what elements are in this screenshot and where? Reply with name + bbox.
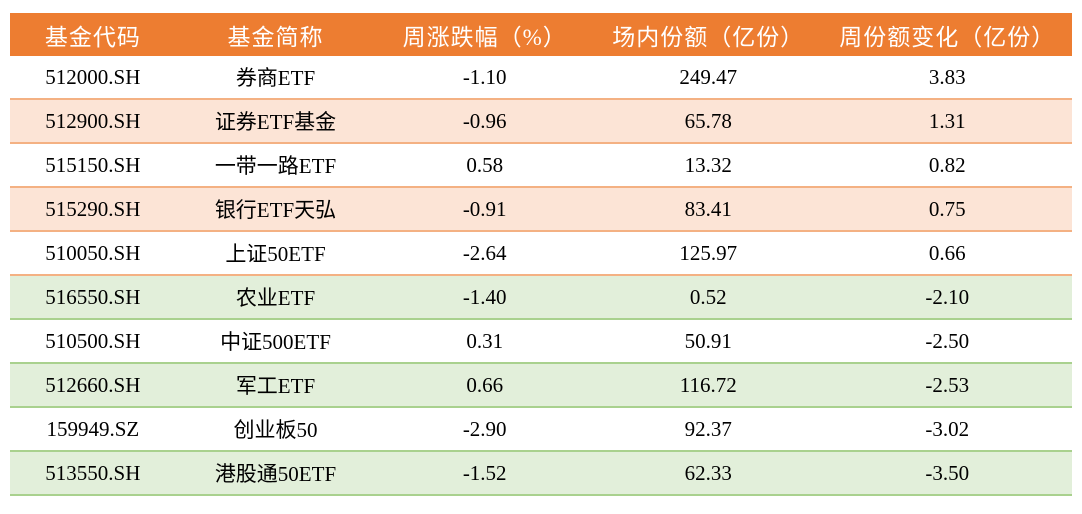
cell-code: 510050.SH [10, 231, 176, 276]
cell-name: 一带一路ETF [175, 143, 376, 188]
column-header-name: 基金简称 [175, 13, 376, 56]
cell-onmarket-shares-yi: 50.91 [594, 319, 823, 364]
column-header-weekly-share-change: 周份额变化（亿份） [822, 13, 1072, 56]
cell-weekly-share-change-yi: -2.50 [822, 319, 1072, 364]
cell-weekly-share-change-yi: 0.82 [822, 143, 1072, 188]
cell-name: 上证50ETF [175, 231, 376, 276]
column-header-onmarket-shares: 场内份额（亿份） [594, 13, 823, 56]
cell-name: 农业ETF [175, 275, 376, 320]
table-row: 510050.SH 上证50ETF -2.64 125.97 0.66 [10, 231, 1072, 276]
table-row: 512660.SH 军工ETF 0.66 116.72 -2.53 [10, 363, 1072, 408]
table-row: 516550.SH 农业ETF -1.40 0.52 -2.10 [10, 275, 1072, 320]
cell-name: 银行ETF天弘 [175, 187, 376, 232]
column-header-weekly-change: 周涨跌幅（%） [375, 13, 595, 56]
cell-weekly-change-pct: 0.58 [375, 143, 595, 188]
cell-onmarket-shares-yi: 83.41 [594, 187, 823, 232]
table-row: 159949.SZ 创业板50 -2.90 92.37 -3.02 [10, 407, 1072, 452]
cell-onmarket-shares-yi: 92.37 [594, 407, 823, 452]
column-header-code: 基金代码 [10, 13, 176, 56]
cell-onmarket-shares-yi: 116.72 [594, 363, 823, 408]
cell-code: 512000.SH [10, 56, 176, 100]
cell-weekly-share-change-yi: -2.10 [822, 275, 1072, 320]
table-row: 510500.SH 中证500ETF 0.31 50.91 -2.50 [10, 319, 1072, 364]
cell-onmarket-shares-yi: 65.78 [594, 99, 823, 144]
cell-weekly-change-pct: -1.40 [375, 275, 595, 320]
cell-name: 军工ETF [175, 363, 376, 408]
cell-code: 516550.SH [10, 275, 176, 320]
fund-table-header: 基金代码 基金简称 周涨跌幅（%） 场内份额（亿份） 周份额变化（亿份） [10, 13, 1072, 56]
cell-onmarket-shares-yi: 62.33 [594, 451, 823, 496]
cell-weekly-change-pct: -0.96 [375, 99, 595, 144]
fund-table-body: 512000.SH 券商ETF -1.10 249.47 3.83 512900.SH 证券… [10, 56, 1072, 496]
fund-table: 基金代码 基金简称 周涨跌幅（%） 场内份额（亿份） 周份额变化（亿份） 512… [10, 13, 1072, 496]
cell-weekly-change-pct: -1.52 [375, 451, 595, 496]
table-row: 512900.SH 证券ETF基金 -0.96 65.78 1.31 [10, 99, 1072, 144]
table-row: 515290.SH 银行ETF天弘 -0.91 83.41 0.75 [10, 187, 1072, 232]
cell-weekly-share-change-yi: -3.02 [822, 407, 1072, 452]
cell-weekly-share-change-yi: 0.66 [822, 231, 1072, 276]
cell-weekly-change-pct: 0.31 [375, 319, 595, 364]
cell-weekly-change-pct: -2.90 [375, 407, 595, 452]
cell-code: 515290.SH [10, 187, 176, 232]
cell-weekly-change-pct: -1.10 [375, 56, 595, 100]
cell-onmarket-shares-yi: 249.47 [594, 56, 823, 100]
cell-weekly-change-pct: -2.64 [375, 231, 595, 276]
cell-code: 515150.SH [10, 143, 176, 188]
cell-name: 创业板50 [175, 407, 376, 452]
cell-code: 513550.SH [10, 451, 176, 496]
fund-table-container: 基金代码 基金简称 周涨跌幅（%） 场内份额（亿份） 周份额变化（亿份） 512… [10, 13, 1072, 496]
cell-name: 券商ETF [175, 56, 376, 100]
table-row: 513550.SH 港股通50ETF -1.52 62.33 -3.50 [10, 451, 1072, 496]
header-row: 基金代码 基金简称 周涨跌幅（%） 场内份额（亿份） 周份额变化（亿份） [10, 13, 1072, 56]
cell-onmarket-shares-yi: 0.52 [594, 275, 823, 320]
cell-weekly-share-change-yi: 3.83 [822, 56, 1072, 100]
cell-weekly-share-change-yi: -3.50 [822, 451, 1072, 496]
cell-name: 港股通50ETF [175, 451, 376, 496]
cell-onmarket-shares-yi: 13.32 [594, 143, 823, 188]
cell-weekly-change-pct: -0.91 [375, 187, 595, 232]
cell-name: 证券ETF基金 [175, 99, 376, 144]
table-row: 512000.SH 券商ETF -1.10 249.47 3.83 [10, 56, 1072, 100]
cell-code: 510500.SH [10, 319, 176, 364]
cell-onmarket-shares-yi: 125.97 [594, 231, 823, 276]
cell-weekly-share-change-yi: -2.53 [822, 363, 1072, 408]
cell-weekly-change-pct: 0.66 [375, 363, 595, 408]
cell-weekly-share-change-yi: 1.31 [822, 99, 1072, 144]
cell-code: 512900.SH [10, 99, 176, 144]
cell-name: 中证500ETF [175, 319, 376, 364]
cell-code: 512660.SH [10, 363, 176, 408]
cell-code: 159949.SZ [10, 407, 176, 452]
table-row: 515150.SH 一带一路ETF 0.58 13.32 0.82 [10, 143, 1072, 188]
cell-weekly-share-change-yi: 0.75 [822, 187, 1072, 232]
